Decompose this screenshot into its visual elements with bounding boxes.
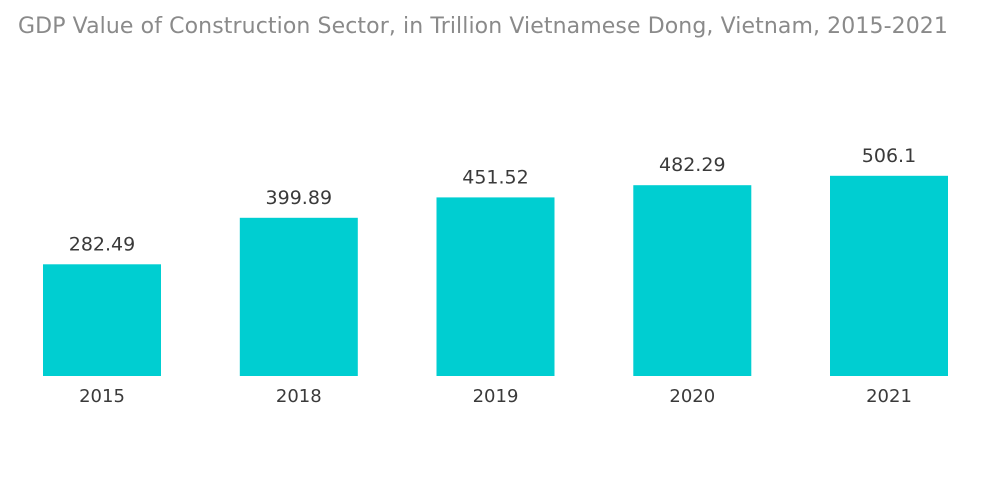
- bar-2021: [830, 175, 948, 376]
- x-tick-label-2015: 2015: [79, 386, 125, 407]
- x-tick-label-2018: 2018: [276, 386, 322, 407]
- x-tick-label-2019: 2019: [473, 386, 519, 407]
- value-label-2019: 451.52: [462, 166, 528, 188]
- value-label-2021: 506.1: [862, 145, 916, 167]
- x-axis-ticks-layer: 2015 2018 2019 2020 2021: [79, 386, 912, 407]
- value-label-2018: 399.89: [266, 187, 332, 209]
- bars-layer: [43, 175, 948, 376]
- bar-2018: [239, 217, 358, 376]
- bar-2019: [436, 197, 555, 376]
- chart-title: GDP Value of Construction Sector, in Tri…: [18, 14, 948, 39]
- value-labels-layer: 282.49 399.89 451.52 482.29 506.1: [69, 145, 916, 256]
- bar-2015: [43, 264, 161, 376]
- x-tick-label-2020: 2020: [669, 386, 715, 407]
- x-tick-label-2021: 2021: [866, 386, 912, 407]
- value-label-2015: 282.49: [69, 233, 135, 255]
- bar-2020: [633, 185, 752, 376]
- value-label-2020: 482.29: [659, 154, 725, 176]
